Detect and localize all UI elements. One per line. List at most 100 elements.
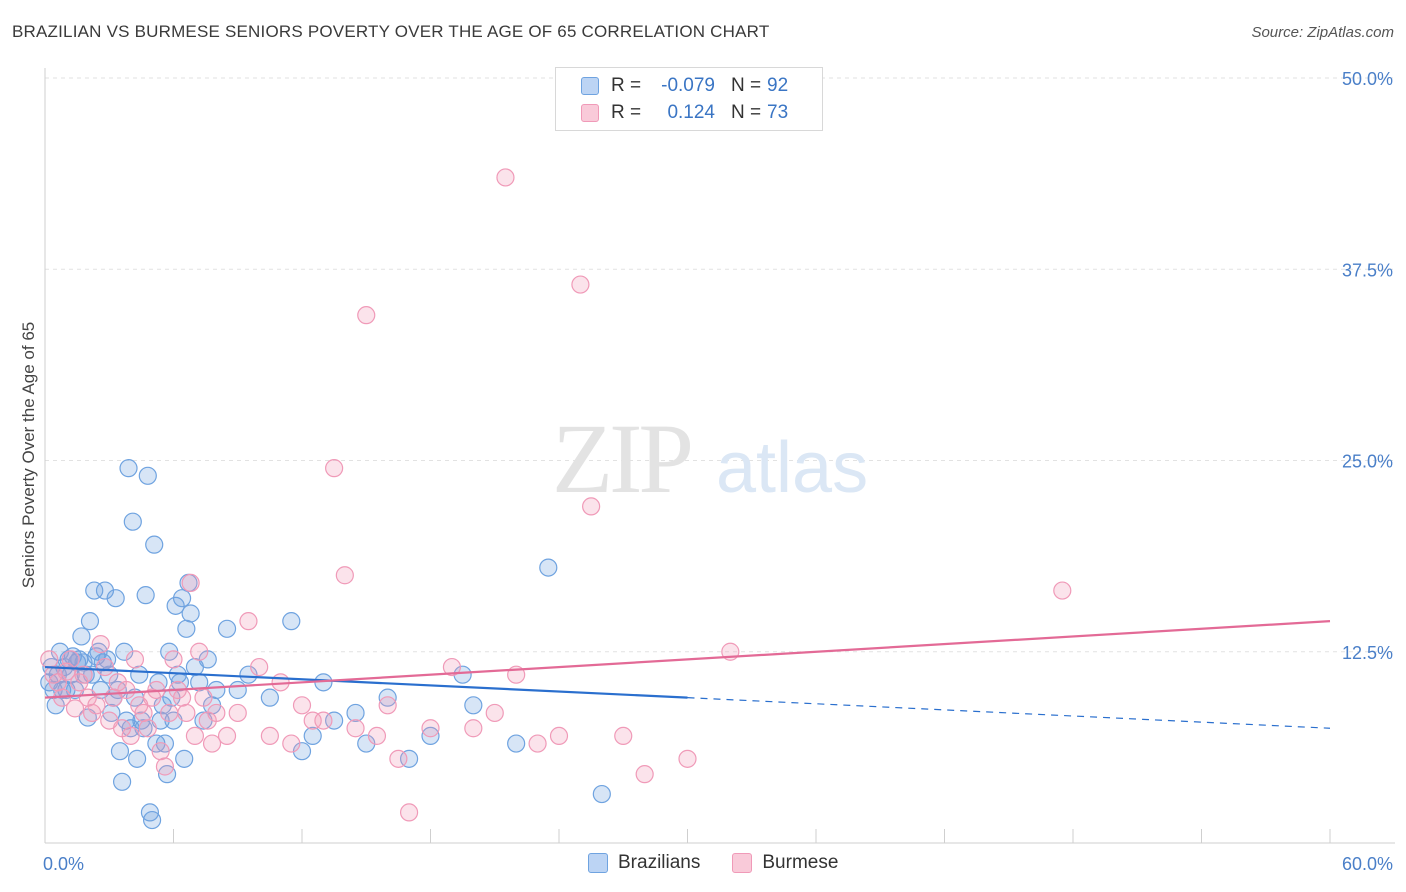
point-brazilians	[142, 810, 162, 830]
point-brazilians	[260, 688, 279, 707]
n-value: 73	[767, 102, 789, 123]
point-brazilians	[106, 589, 125, 608]
point-burmese	[87, 696, 106, 715]
tick-labels: 12.5% 25.0% 37.5% 50.0% 0.0% 60.0%	[43, 69, 1393, 874]
point-burmese	[164, 650, 183, 669]
point-burmese	[65, 699, 85, 718]
point-brazilians	[303, 726, 322, 746]
point-brazilians	[282, 612, 301, 631]
n-label: N =	[731, 75, 762, 96]
point-burmese	[250, 657, 269, 677]
swatch-brazilians	[581, 77, 599, 95]
y-tick-label: 50.0%	[1342, 69, 1393, 89]
point-burmese	[217, 726, 237, 746]
point-burmese	[125, 650, 145, 669]
x-tick-label-max: 60.0%	[1342, 854, 1393, 874]
point-burmese	[357, 306, 376, 325]
point-burmese	[202, 734, 222, 753]
y-tick-label: 12.5%	[1342, 643, 1393, 663]
point-brazilians	[464, 696, 483, 715]
series-legend: Brazilians Burmese	[588, 852, 870, 874]
point-burmese	[614, 726, 633, 746]
point-burmese	[181, 573, 200, 593]
swatch-burmese	[581, 104, 599, 122]
point-burmese	[185, 726, 205, 746]
trend-brazilians	[44, 665, 688, 699]
point-brazilians	[421, 726, 440, 746]
point-burmese	[421, 719, 440, 738]
point-burmese	[442, 657, 462, 677]
source-label[interactable]: Source: ZipAtlas.com	[1251, 24, 1394, 41]
point-burmese	[121, 726, 140, 746]
watermark-zip: ZIP	[552, 403, 690, 514]
point-burmese	[314, 711, 333, 730]
point-brazilians	[346, 703, 365, 723]
point-brazilians	[507, 734, 526, 753]
point-burmese	[260, 726, 279, 746]
point-burmese	[389, 749, 408, 768]
legend-item-brazilians[interactable]: Brazilians	[588, 852, 700, 874]
point-burmese	[346, 719, 365, 738]
r-label: R =	[611, 102, 642, 123]
stats-row-brazilians: R = -0.079 N = 92	[581, 74, 788, 98]
trend-burmese	[44, 620, 1331, 699]
point-burmese	[239, 612, 258, 631]
point-burmese	[485, 703, 504, 723]
point-burmese	[528, 734, 547, 753]
point-brazilians	[228, 680, 247, 700]
point-brazilians	[85, 581, 104, 600]
point-burmese	[335, 566, 354, 585]
point-brazilians	[136, 586, 155, 605]
point-brazilians	[175, 749, 194, 768]
y-axis-label: Seniors Poverty Over the Age of 65	[19, 322, 38, 588]
point-burmese	[367, 726, 387, 746]
point-burmese	[1053, 581, 1072, 600]
point-burmese	[303, 711, 322, 730]
point-burmese	[151, 742, 170, 761]
watermark-atlas: atlas	[716, 428, 868, 508]
watermark: ZIP atlas	[552, 403, 868, 514]
point-burmese	[177, 703, 196, 723]
point-burmese	[678, 749, 697, 768]
point-burmese	[160, 703, 179, 723]
n-label: N =	[731, 102, 762, 123]
point-burmese	[95, 657, 115, 677]
x-tick-label-min: 0.0%	[43, 854, 84, 874]
data-points	[40, 168, 1072, 830]
point-burmese	[399, 803, 419, 822]
point-burmese	[228, 703, 247, 723]
point-brazilians	[378, 688, 397, 707]
point-burmese	[74, 665, 93, 684]
stats-row-burmese: R = 0.124 N = 73	[581, 101, 788, 125]
point-burmese	[190, 642, 209, 661]
point-brazilians	[110, 742, 130, 761]
chart-title: BRAZILIAN VS BURMESE SENIORS POVERTY OVE…	[12, 22, 770, 41]
point-burmese	[378, 696, 397, 715]
legend-label-burmese: Burmese	[762, 852, 839, 873]
y-tick-label: 37.5%	[1342, 260, 1393, 280]
point-burmese	[61, 650, 80, 669]
legend-swatch-brazilians	[588, 853, 608, 873]
point-brazilians	[123, 512, 142, 531]
point-brazilians	[127, 749, 147, 768]
point-brazilians	[138, 466, 157, 485]
trend-lines	[44, 620, 1331, 729]
gridlines	[45, 77, 1395, 653]
legend-item-burmese[interactable]: Burmese	[732, 852, 838, 874]
point-burmese	[325, 459, 344, 478]
point-brazilians	[119, 459, 138, 478]
point-burmese	[282, 734, 301, 753]
point-brazilians	[80, 612, 100, 631]
r-value: 0.124	[667, 102, 715, 123]
point-brazilians	[177, 619, 196, 638]
trend-brazilians-extension	[687, 697, 1331, 729]
point-brazilians	[325, 711, 344, 730]
point-brazilians	[399, 749, 419, 768]
point-burmese	[172, 688, 192, 707]
point-burmese	[496, 168, 515, 187]
r-value: -0.079	[661, 75, 715, 96]
point-burmese	[635, 765, 654, 784]
point-burmese	[292, 696, 312, 715]
r-label: R =	[611, 75, 642, 96]
point-burmese	[134, 703, 153, 723]
